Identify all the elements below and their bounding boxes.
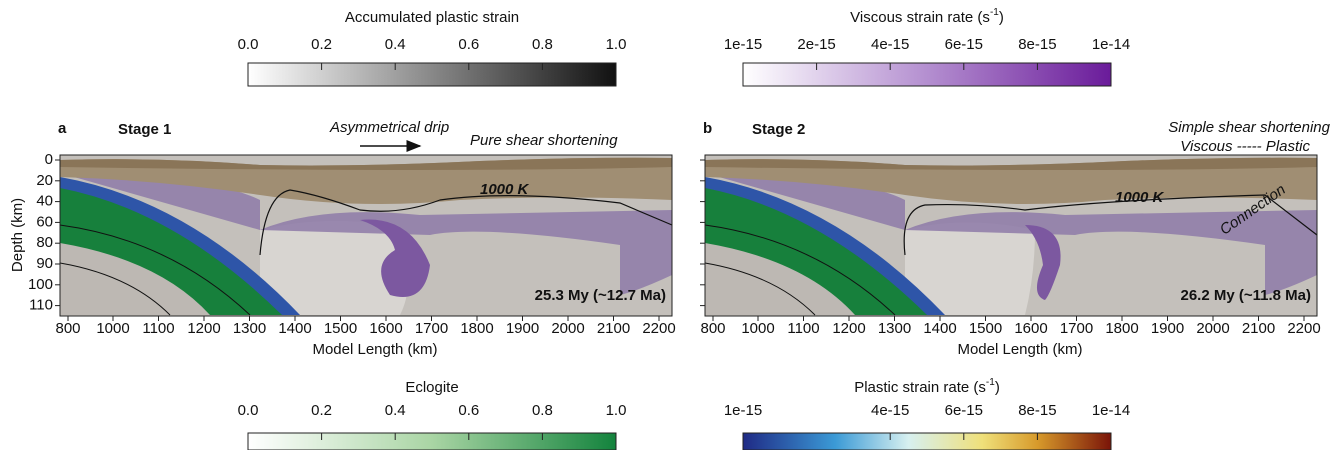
- x-tick-label: 1700: [1060, 320, 1093, 337]
- y-tick-label: 110: [29, 297, 53, 314]
- x-tick-label: 1900: [506, 320, 539, 337]
- colorbar: [248, 433, 616, 450]
- y-tick-label: 90: [36, 255, 53, 272]
- panel-label: a: [58, 120, 67, 137]
- x-tick-label: 1100: [787, 320, 819, 337]
- stage-label: Stage 1: [118, 121, 171, 138]
- annotation: Viscous ----- Plastic: [1180, 138, 1310, 155]
- y-tick-label: 80: [36, 234, 53, 251]
- title-end: ): [999, 9, 1004, 26]
- x-tick-label: 1400: [278, 320, 311, 337]
- colorbar-tick-label: 4e-15: [871, 402, 909, 419]
- colorbar-tick-label: 0.6: [458, 36, 479, 53]
- colorbar-title: Plastic strain rate (s-1): [854, 377, 1000, 396]
- x-tick-label: 2100: [597, 320, 630, 337]
- colorbar-tick-label: 8e-15: [1018, 402, 1056, 419]
- x-axis-label: Model Length (km): [312, 341, 437, 358]
- x-tick-label: 1200: [832, 320, 865, 337]
- title-text: Plastic strain rate (s: [854, 379, 986, 396]
- x-tick-label: 1000: [96, 320, 129, 337]
- x-tick-label: 1500: [324, 320, 357, 337]
- colorbar-title: Accumulated plastic strain: [345, 9, 519, 26]
- x-tick-label: 1400: [923, 320, 956, 337]
- stage-label: Stage 2: [752, 121, 805, 138]
- y-tick-label: 60: [36, 213, 53, 230]
- colorbar-tick-label: 1.0: [606, 402, 627, 419]
- colorbar-tick-label: 0.2: [311, 402, 332, 419]
- colorbar-tick-label: 0.0: [238, 36, 259, 53]
- x-tick-label: 2100: [1242, 320, 1275, 337]
- x-tick-label: 2000: [551, 320, 584, 337]
- colorbar-tick-label: 2e-15: [797, 36, 835, 53]
- colorbar-tick-label: 1.0: [606, 36, 627, 53]
- colorbar: [743, 433, 1111, 450]
- time-label: 25.3 My (~12.7 Ma): [535, 287, 666, 304]
- colorbar-tick-label: 6e-15: [945, 36, 983, 53]
- x-tick-label: 1200: [187, 320, 220, 337]
- x-tick-label: 1800: [460, 320, 493, 337]
- colorbar: [248, 63, 616, 86]
- x-axis-label: Model Length (km): [957, 341, 1082, 358]
- annotation: Asymmetrical drip: [329, 119, 449, 136]
- y-tick-label: 0: [45, 151, 53, 168]
- time-label: 26.2 My (~11.8 Ma): [1181, 287, 1312, 304]
- colorbar-title: Viscous strain rate (s-1): [850, 7, 1004, 26]
- x-tick-label: 1700: [415, 320, 448, 337]
- colorbar-tick-label: 1e-14: [1092, 36, 1130, 53]
- colorbar-tick-label: 4e-15: [871, 36, 909, 53]
- y-axis-label: Depth (km): [9, 198, 26, 272]
- title-text: Viscous strain rate (s: [850, 9, 990, 26]
- panel-label: b: [703, 120, 712, 137]
- x-tick-label: 800: [700, 320, 725, 337]
- x-tick-label: 1600: [1014, 320, 1047, 337]
- y-tick-label: 100: [28, 276, 53, 293]
- x-tick-label: 1000: [741, 320, 774, 337]
- x-tick-label: 2200: [1287, 320, 1320, 337]
- annotation: Pure shear shortening: [470, 132, 618, 149]
- colorbar-tick-label: 0.2: [311, 36, 332, 53]
- y-tick-label: 40: [36, 193, 53, 210]
- colorbar-tick-label: 0.8: [532, 402, 553, 419]
- title-text: Accumulated plastic strain: [345, 9, 519, 26]
- colorbar-tick-label: 0.4: [385, 36, 406, 53]
- y-tick-label: 20: [36, 172, 53, 189]
- x-tick-label: 1900: [1151, 320, 1184, 337]
- figure: Accumulated plastic strain 0.0 0.2 0.4 0.6 0.…: [0, 0, 1342, 450]
- x-tick-label: 1300: [878, 320, 911, 337]
- colorbar-tick-label: 0.4: [385, 402, 406, 419]
- colorbar-tick-label: 1e-15: [724, 402, 762, 419]
- colorbar-tick-label: 1e-15: [724, 36, 762, 53]
- colorbar-tick-label: 0.6: [458, 402, 479, 419]
- x-tick-label: 1300: [233, 320, 266, 337]
- title-end: ): [995, 379, 1000, 396]
- isotherm-label: 1000 K: [480, 181, 530, 198]
- colorbar-title: Eclogite: [405, 379, 458, 396]
- isotherm-label: 1000 K: [1115, 189, 1165, 206]
- colorbar-tick-label: 1e-14: [1092, 402, 1130, 419]
- colorbar-tick-label: 6e-15: [945, 402, 983, 419]
- x-tick-label: 1800: [1105, 320, 1138, 337]
- x-tick-label: 2000: [1196, 320, 1229, 337]
- title-text: Eclogite: [405, 379, 458, 396]
- x-tick-label: 1100: [142, 320, 174, 337]
- colorbar: [743, 63, 1111, 86]
- x-tick-label: 800: [55, 320, 80, 337]
- colorbar-tick-label: 8e-15: [1018, 36, 1056, 53]
- x-tick-label: 1500: [969, 320, 1002, 337]
- x-tick-label: 2200: [642, 320, 675, 337]
- colorbar-tick-label: 0.8: [532, 36, 553, 53]
- x-tick-label: 1600: [369, 320, 402, 337]
- colorbar-tick-label: 0.0: [238, 402, 259, 419]
- annotation: Simple shear shortening: [1168, 119, 1330, 136]
